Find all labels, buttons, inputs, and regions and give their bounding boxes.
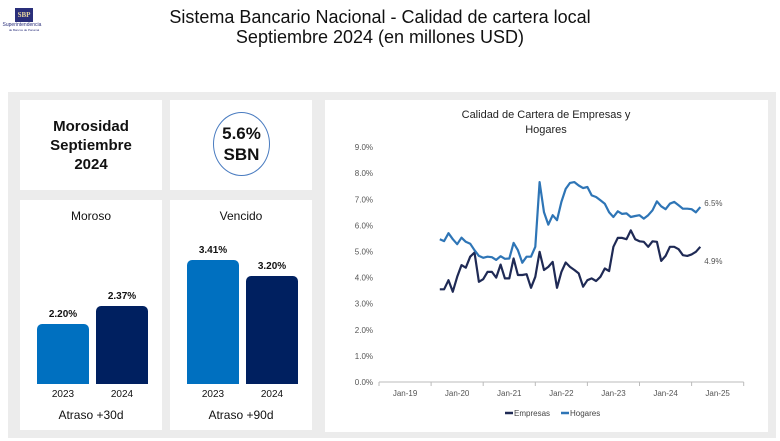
x-tick-label: Jan-24 [653,389,678,398]
x-tick-label: Jan-20 [445,389,470,398]
chart-title-1: Calidad de Cartera de Empresas y [462,109,631,121]
y-tick-label: 1.0% [355,352,373,361]
kpi-title-card: Morosidad Septiembre 2024 [20,100,162,190]
vencido-bar-value: 3.41% [198,245,228,257]
x-tick-label: Jan-23 [601,389,626,398]
title-line-1: Sistema Bancario Nacional - Calidad de c… [169,7,591,27]
page-title: Sistema Bancario Nacional - Calidad de c… [150,7,610,47]
moroso-bar-2024 [96,305,148,384]
legend-label-empresas: Empresas [514,409,550,418]
kpi-value: 5.6% [222,124,261,143]
x-tick-label: Jan-25 [705,389,730,398]
line-chart: Calidad de Cartera de Empresas y Hogares 0… [355,109,745,418]
y-tick-label: 6.0% [355,221,373,230]
title-line-2: Septiembre 2024 (en millones USD) [235,27,525,47]
end-label-hogares: 6.5% [704,199,722,208]
y-tick-label: 4.0% [355,274,373,283]
kpi-value-label: SBN [223,145,260,164]
logo-mark: SBP [15,8,33,22]
x-tick-label: Jan-21 [497,389,522,398]
vencido-x-label: 2024 [260,389,284,400]
moroso-x-label: 2024 [110,389,134,400]
series-line-empresas [439,229,702,293]
moroso-x-label: 2023 [51,389,75,400]
x-tick-label: Jan-19 [393,389,418,398]
legend-label-hogares: Hogares [570,409,600,418]
chart-title-2: Hogares [525,124,567,136]
dashboard-panel: Morosidad Septiembre 2024 5.6% SBN Moros… [8,92,776,438]
kpi-line-2: Septiembre [50,137,132,154]
kpi-circle: 5.6% SBN [213,112,270,176]
kpi-value-card: 5.6% SBN [170,100,312,190]
vencido-bar-2023 [187,260,239,384]
vencido-bar-value: 3.20% [257,261,287,273]
y-tick-label: 0.0% [355,378,373,387]
moroso-bar-2023 [37,324,89,384]
kpi-line-3: 2024 [74,156,108,173]
vencido-footer: Atraso +90d [208,408,274,422]
logo-sub: de Bancos de Panamá [8,28,40,32]
moroso-footer: Atraso +30d [58,408,124,422]
series-line-hogares [439,180,702,264]
sbp-logo: SBP Superintendencia de Bancos de Panamá [3,8,42,32]
moroso-bar-value: 2.37% [107,290,137,302]
y-tick-label: 3.0% [355,300,373,309]
end-label-empresas: 4.9% [704,257,722,266]
moroso-card: Moroso 2.20% 2023 2.37% 2024 Atraso +30d [20,200,162,430]
y-tick-label: 2.0% [355,326,373,335]
moroso-bar-value: 2.20% [48,309,78,320]
line-chart-card: Calidad de Cartera de Empresas y Hogares 0… [325,100,768,432]
vencido-x-label: 2023 [201,389,225,400]
x-tick-label: Jan-22 [549,389,574,398]
y-tick-label: 5.0% [355,248,373,257]
moroso-title: Moroso [70,209,111,223]
y-tick-label: 7.0% [355,195,373,204]
vencido-bar-2024 [246,276,298,384]
logo-org: Superintendencia [2,22,42,28]
kpi-line-1: Morosidad [53,118,129,135]
vencido-title: Vencido [219,209,263,223]
vencido-card: Vencido 3.41% 2023 3.20% 2024 Atraso +90d [170,200,312,430]
y-tick-label: 9.0% [355,143,373,152]
y-tick-label: 8.0% [355,169,373,178]
